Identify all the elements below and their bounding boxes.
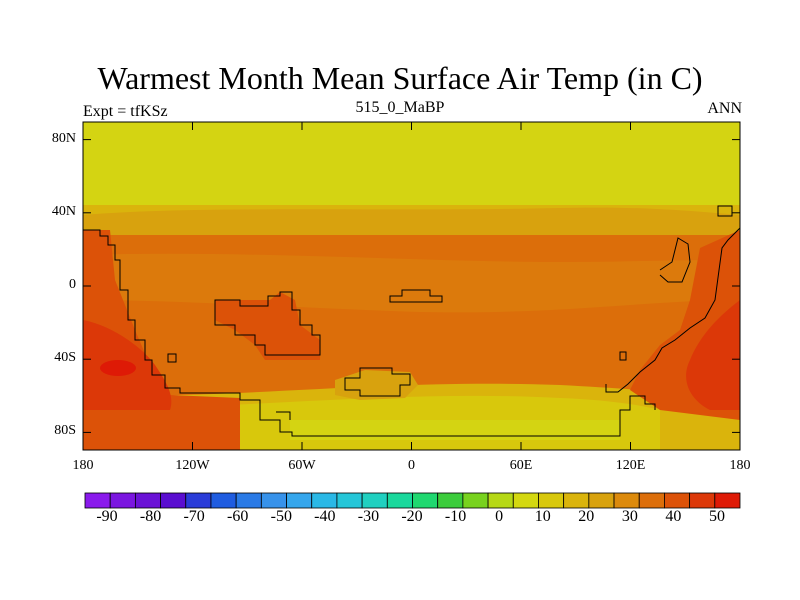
colorbar-swatch <box>185 492 212 509</box>
colorbar-label: 20 <box>578 508 595 525</box>
lat-label: 80N <box>51 130 76 146</box>
season-label: ANN <box>707 100 742 117</box>
south-island-coast <box>344 367 411 397</box>
colorbar-swatch <box>512 492 539 509</box>
map-title: Warmest Month Mean Surface Air Temp (in … <box>97 60 703 96</box>
east-coastline <box>605 227 740 393</box>
colorbar-label: -40 <box>314 508 336 525</box>
northeast-island <box>717 205 733 217</box>
colorbar <box>84 492 741 509</box>
east-peninsula <box>659 237 691 283</box>
lon-label: 60E <box>509 458 533 473</box>
colorbar-label: -90 <box>96 508 118 525</box>
lon-label: 60W <box>288 458 316 473</box>
east-small-island-coast <box>389 289 443 303</box>
colorbar-swatch <box>386 492 413 509</box>
lon-label: 180 <box>729 458 751 473</box>
central-island-field <box>215 292 320 360</box>
band-north-polar <box>83 122 740 210</box>
colorbar-swatch <box>664 492 691 509</box>
colorbar-label: -10 <box>444 508 467 525</box>
east-small-island <box>390 285 445 302</box>
colorbar-swatch <box>210 492 237 509</box>
lon-label: 0 <box>408 458 415 473</box>
colorbar-swatch <box>160 492 187 509</box>
colorbar-swatch <box>412 492 439 509</box>
colorbar-swatch <box>487 492 514 509</box>
east-continent-hot <box>686 300 740 410</box>
band-north-transition <box>83 207 740 240</box>
colorbar-swatch <box>260 492 287 509</box>
west-small-islet <box>167 353 177 363</box>
east-small-islet <box>619 351 627 361</box>
west-hotspot <box>100 360 136 376</box>
colorbar-label: 40 <box>665 508 682 525</box>
colorbar-label: 0 <box>495 508 504 525</box>
colorbar-label: -50 <box>270 508 292 525</box>
lat-label: 40S <box>54 350 76 366</box>
lon-label: 180 <box>72 458 94 473</box>
colorbar-label: -30 <box>357 508 380 525</box>
colorbar-swatch <box>638 492 665 509</box>
colorbar-swatch <box>689 492 716 509</box>
colorbar-swatch <box>462 492 489 509</box>
colorbar-swatch <box>538 492 565 509</box>
map-ticks <box>82 122 741 450</box>
tropics-warm-streak <box>83 253 740 313</box>
colorbar-swatch <box>134 492 161 509</box>
colorbar-label: 50 <box>709 508 725 525</box>
colorbar-swatch <box>588 492 615 509</box>
central-island-coast <box>214 291 321 356</box>
colorbar-swatch <box>563 492 590 509</box>
colorbar-label: -70 <box>183 508 205 525</box>
lat-label: 40N <box>51 203 76 219</box>
colorbar-swatch <box>235 492 262 509</box>
colorbar-label: 10 <box>534 508 551 525</box>
lat-label: 80S <box>54 423 76 439</box>
west-coastline <box>83 229 656 437</box>
experiment-label: Expt = tfKSz <box>83 103 168 120</box>
colorbar-label: 30 <box>621 508 638 525</box>
period-label: 515_0_MaBP <box>355 99 445 116</box>
colorbar-label: -20 <box>401 508 423 525</box>
lon-label: 120W <box>175 458 210 473</box>
colorbar-swatch <box>437 492 464 509</box>
colorbar-swatch <box>613 492 640 509</box>
colorbar-label: -60 <box>227 508 249 525</box>
temperature-field <box>83 122 740 450</box>
lat-label: 0 <box>69 277 76 292</box>
colorbar-swatch <box>361 492 388 509</box>
coastlines <box>83 205 740 437</box>
colorbar-swatch <box>336 492 363 509</box>
colorbar-swatch <box>109 492 136 509</box>
south-inner-coast <box>276 411 291 420</box>
lon-label: 120E <box>615 458 646 473</box>
colorbar-swatch <box>286 492 313 509</box>
colorbar-swatch <box>84 492 111 509</box>
antarctic-core <box>290 420 620 440</box>
colorbar-swatch <box>714 492 741 509</box>
colorbar-label: -80 <box>139 508 162 525</box>
colorbar-swatch <box>311 492 338 509</box>
